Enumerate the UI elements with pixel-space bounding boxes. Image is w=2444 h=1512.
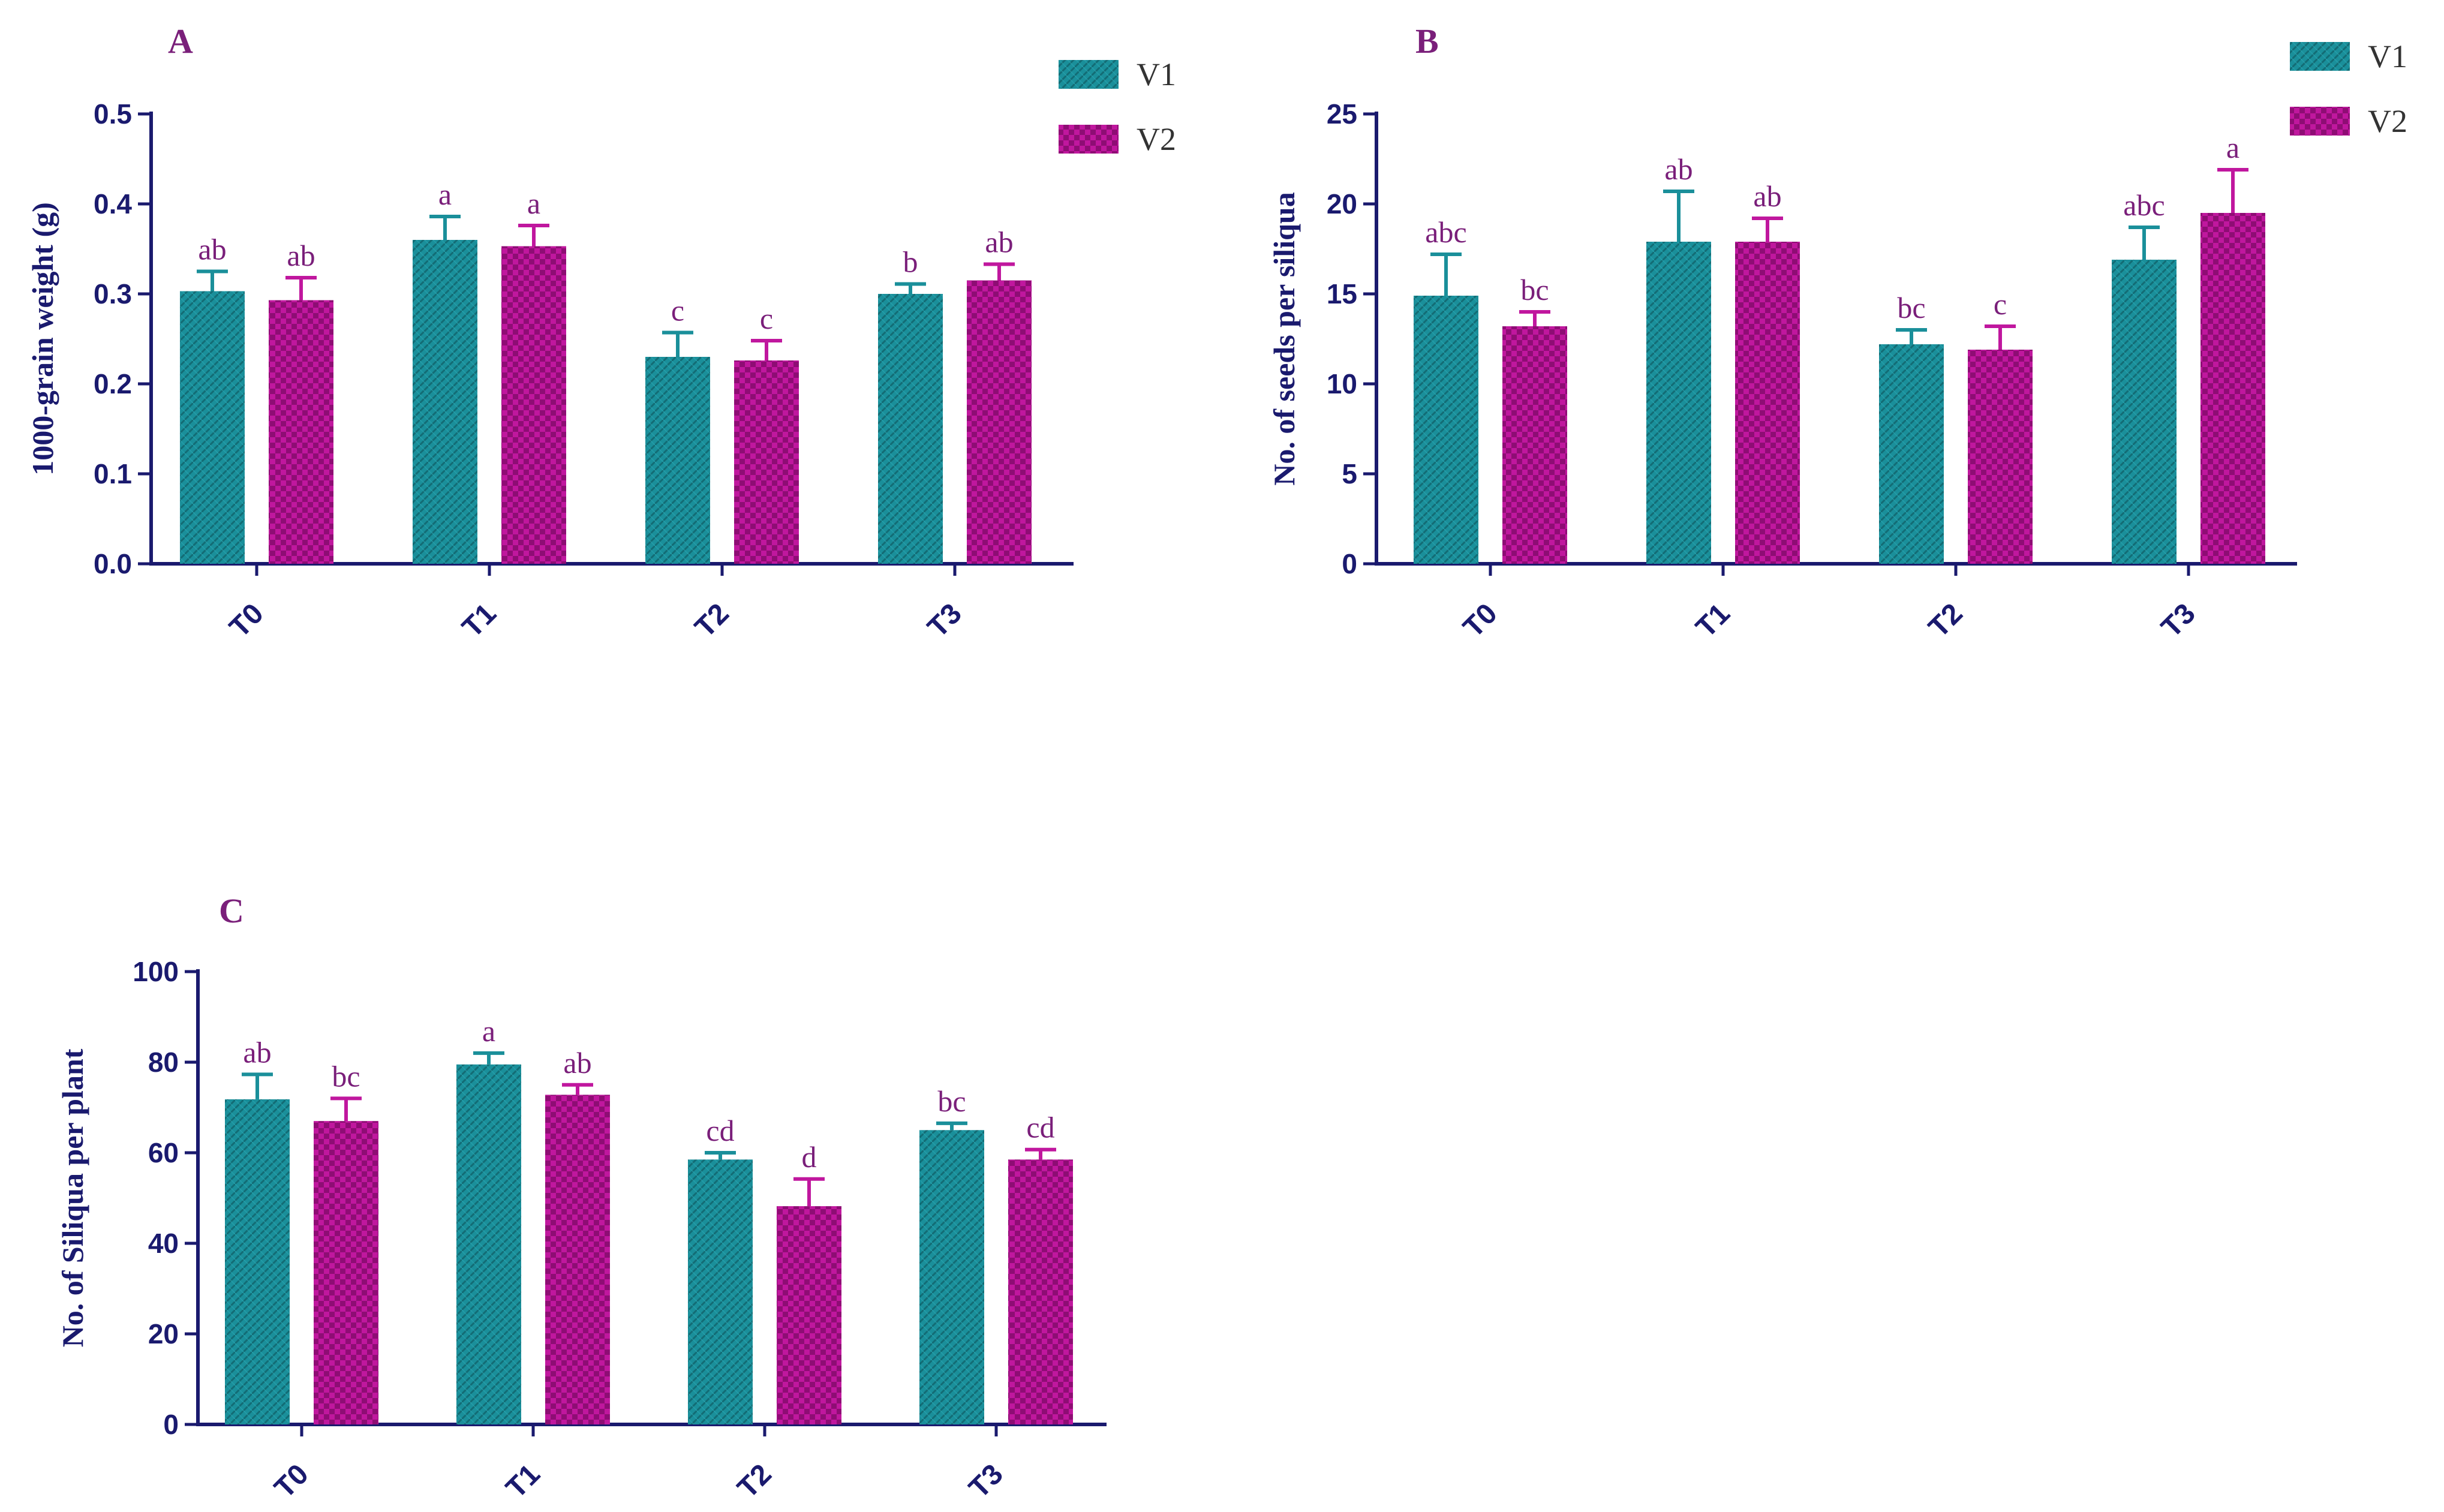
significance-letter: a (527, 187, 540, 220)
y-axis-title: No. of seeds per siliqua (1267, 192, 1301, 485)
y-axis-title: 1000-grain weight (g) (26, 202, 59, 476)
bar-v1-t1 (413, 240, 477, 564)
y-tick-label: 15 (1327, 278, 1357, 309)
y-tick-label: 0.3 (94, 278, 132, 309)
bar-v1-t0 (180, 291, 245, 564)
x-category-label: T1 (1690, 597, 1736, 644)
significance-letter: c (671, 294, 684, 327)
y-tick-label: 0 (1342, 548, 1357, 579)
significance-letter: c (1994, 287, 2007, 321)
y-tick-label: 60 (148, 1137, 179, 1168)
chart-panel-c: C 0 20 40 60 80 100 No. of Siliqua per plant ab b… (56, 891, 1107, 1504)
panel-letter: C (219, 891, 244, 930)
significance-letter: bc (937, 1084, 966, 1118)
x-category-label: T1 (500, 1458, 546, 1504)
chart-panel-a: A 0.0 0.1 0.2 0.3 0.4 0.5 1000-grain weight (g)… (26, 22, 1176, 644)
x-category-label: T0 (1457, 597, 1504, 644)
bar-v1-t3 (878, 294, 943, 564)
bar-v2-t2 (1968, 350, 2033, 564)
significance-letter: ab (198, 233, 226, 266)
x-category-label: T3 (922, 597, 968, 644)
x-category-label: T3 (2156, 597, 2202, 644)
y-tick-label: 0.5 (94, 98, 132, 130)
panel-letter: B (1415, 22, 1439, 61)
significance-letter: bc (1897, 291, 1925, 324)
bar-v2-t0 (269, 300, 333, 564)
legend-label-v1: V1 (2368, 38, 2407, 74)
significance-letter: d (802, 1140, 817, 1174)
y-tick-label: 0.0 (94, 548, 132, 579)
panel-letter: A (168, 22, 193, 61)
y-tick-label: 40 (148, 1228, 179, 1259)
significance-letter: a (438, 178, 452, 211)
bar-v2-t2 (734, 360, 799, 564)
significance-letter: ab (1753, 179, 1781, 213)
y-tick-label: 25 (1327, 98, 1357, 130)
significance-letter: bc (332, 1059, 360, 1093)
significance-letter: ab (563, 1046, 591, 1080)
x-category-label: T1 (456, 597, 503, 644)
significance-letter: abc (2123, 188, 2165, 222)
bar-v2-t0 (314, 1121, 378, 1424)
bar-v2-t3 (967, 280, 1032, 564)
legend-label-v1: V1 (1137, 56, 1176, 92)
significance-letter: ab (1664, 152, 1693, 186)
significance-letter: c (760, 302, 773, 335)
significance-letter: abc (1425, 215, 1466, 249)
y-tick-label: 0.4 (94, 188, 132, 220)
y-tick-label: 10 (1327, 368, 1357, 399)
bar-v1-t3 (2112, 260, 2177, 564)
y-tick-label: 20 (148, 1318, 179, 1349)
bar-v1-t2 (688, 1159, 753, 1424)
x-category-label: T0 (269, 1458, 315, 1504)
bar-v1-t1 (1646, 242, 1711, 564)
bar-v2-t1 (1735, 242, 1800, 564)
significance-letter: a (482, 1014, 495, 1048)
significance-letter: ab (985, 226, 1013, 259)
significance-letter: ab (287, 239, 315, 272)
x-category-label: T0 (224, 597, 270, 644)
chart-legend: V1 V2 (1059, 56, 1176, 157)
x-category-label: T2 (732, 1458, 778, 1504)
legend-swatch-v2 (2290, 107, 2350, 136)
bar-v2-t0 (1502, 326, 1567, 564)
legend-label-v2: V2 (1137, 121, 1176, 157)
significance-letter: cd (1026, 1111, 1054, 1144)
x-category-label: T2 (689, 597, 735, 644)
bar-v2-t2 (777, 1206, 841, 1424)
y-tick-label: 5 (1342, 458, 1357, 489)
significance-letter: bc (1520, 273, 1549, 306)
y-tick-label: 0.1 (94, 458, 132, 489)
bar-v1-t2 (645, 357, 710, 564)
y-tick-label: 80 (148, 1047, 179, 1078)
bar-v1-t1 (456, 1064, 521, 1424)
significance-letter: b (903, 245, 918, 279)
y-tick-label: 0.2 (94, 368, 132, 399)
bar-v1-t0 (225, 1099, 290, 1424)
y-axis-title: No. of Siliqua per plant (56, 1048, 89, 1347)
chart-panels: A 0.0 0.1 0.2 0.3 0.4 0.5 1000-grain weight (g)… (26, 22, 2407, 1504)
legend-swatch-v1 (1059, 60, 1119, 89)
y-tick-label: 20 (1327, 188, 1357, 220)
legend-swatch-v2 (1059, 125, 1119, 154)
chart-legend: V1 V2 (2290, 38, 2407, 139)
bar-v2-t3 (2200, 213, 2265, 564)
x-category-label: T3 (963, 1458, 1009, 1504)
y-tick-label: 100 (133, 956, 179, 987)
bar-v2-t3 (1008, 1159, 1073, 1424)
bar-v1-t2 (1879, 344, 1944, 564)
bar-v1-t3 (919, 1130, 984, 1424)
significance-letter: ab (243, 1035, 271, 1069)
bar-v2-t1 (545, 1095, 610, 1424)
bar-v2-t1 (501, 246, 566, 564)
significance-letter: a (2226, 131, 2239, 164)
legend-label-v2: V2 (2368, 103, 2407, 139)
x-category-label: T2 (1923, 597, 1969, 644)
legend-swatch-v1 (2290, 42, 2350, 71)
significance-letter: cd (706, 1114, 734, 1147)
bar-v1-t0 (1414, 296, 1478, 564)
y-tick-label: 0 (163, 1409, 179, 1440)
